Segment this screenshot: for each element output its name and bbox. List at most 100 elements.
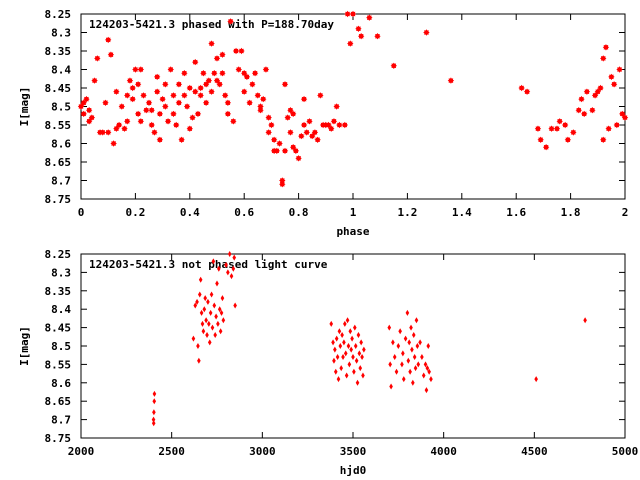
data-point (583, 88, 591, 95)
data-point (118, 103, 125, 110)
data-point (329, 320, 334, 327)
data-point (342, 339, 346, 346)
data-point (221, 92, 229, 99)
data-point (85, 118, 93, 125)
data-point (352, 368, 356, 375)
data-point (295, 155, 302, 162)
data-point (230, 118, 237, 125)
data-point (374, 33, 381, 40)
data-point (186, 84, 193, 92)
data-point (186, 125, 193, 132)
data-point (292, 147, 300, 155)
data-point (164, 118, 172, 125)
data-point (600, 136, 607, 143)
data-point (281, 147, 289, 155)
data-point (224, 99, 232, 106)
data-point (162, 103, 169, 110)
data-point (126, 77, 134, 84)
data-point (83, 95, 90, 103)
data-point (412, 354, 417, 361)
data-points (151, 251, 587, 427)
data-point (276, 140, 283, 147)
data-point (99, 129, 106, 136)
data-point (616, 66, 623, 73)
data-point (314, 136, 321, 143)
data-point (137, 66, 145, 73)
data-point (80, 99, 87, 106)
data-point (518, 84, 525, 92)
data-point (281, 81, 289, 88)
data-point (219, 51, 226, 58)
data-point (394, 368, 399, 375)
data-point (406, 357, 411, 364)
data-point (221, 317, 226, 324)
data-point (229, 273, 234, 280)
data-point (207, 320, 211, 327)
data-point (357, 33, 365, 40)
data-point (211, 258, 216, 265)
data-point (88, 114, 96, 121)
x-axis-label: hjd0 (340, 464, 367, 477)
data-point (210, 324, 215, 331)
data-point (409, 324, 413, 331)
data-point (254, 92, 261, 99)
data-point (420, 354, 424, 361)
data-point (197, 84, 204, 92)
data-point (413, 365, 418, 372)
chart-title: 124203-5421.3 not phased light curve (89, 258, 328, 271)
data-point (205, 77, 213, 84)
y-tick-label: 8.4 (51, 303, 71, 316)
x-tick-label: 1.6 (506, 206, 526, 219)
y-tick-label: 8.4 (51, 64, 71, 77)
data-point (227, 251, 232, 257)
data-point (216, 81, 223, 88)
phased-light-curve-chart: 8.25 8.3 8.35 8.4 8.45 8.5 8.55 8.6 8.65 8.7 8.75 0… (18, 8, 628, 238)
data-point (424, 387, 429, 394)
data-points (77, 10, 629, 188)
data-point (610, 81, 618, 88)
y-tick-label: 8.25 (45, 8, 72, 21)
data-point (219, 309, 224, 316)
data-point (148, 107, 155, 114)
data-point (356, 331, 361, 338)
data-point (354, 357, 359, 364)
y-tick-label: 8.65 (45, 395, 72, 408)
x-tick-label: 2000 (68, 445, 95, 458)
data-point (213, 77, 221, 84)
data-point (401, 376, 406, 383)
data-point (270, 136, 278, 143)
data-point (353, 343, 358, 349)
data-point (273, 147, 281, 155)
data-point (156, 110, 164, 118)
data-point (181, 70, 188, 77)
x-tick-label: 1.2 (397, 206, 417, 219)
y-tick-label: 8.55 (45, 358, 72, 371)
y-axis-label: I[mag] (18, 326, 31, 366)
data-point (311, 129, 319, 136)
data-point (392, 354, 397, 361)
data-point (346, 343, 351, 349)
data-point (289, 110, 297, 118)
data-point (421, 372, 426, 379)
data-point (366, 14, 373, 21)
data-point (591, 92, 599, 99)
y-axis-label: I[mag] (18, 87, 31, 127)
data-point (192, 88, 199, 95)
y-tick-label: 8.7 (51, 175, 71, 188)
data-point (129, 84, 136, 92)
data-point (175, 81, 183, 88)
data-point (447, 77, 455, 84)
data-point (389, 383, 393, 390)
data-point (181, 92, 188, 99)
y-tick-label: 8.7 (51, 414, 71, 427)
data-point (341, 354, 345, 361)
data-point (333, 103, 340, 110)
data-point (107, 51, 115, 58)
data-point (597, 84, 604, 92)
data-point (262, 66, 270, 73)
data-point (213, 55, 221, 62)
data-point (238, 47, 245, 55)
data-point (265, 114, 272, 121)
data-point (534, 376, 538, 383)
